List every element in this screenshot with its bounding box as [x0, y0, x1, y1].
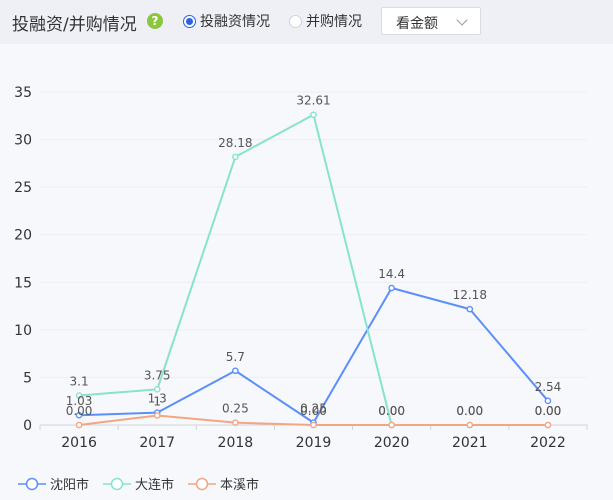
data-label: 0.00	[378, 404, 405, 418]
data-point	[310, 421, 317, 429]
data-point	[75, 421, 83, 429]
data-point	[310, 111, 317, 119]
line-chart: 0 5 10 15 20 25 30 35 2016 2017 2018 2019 2020 2021 20…	[14, 85, 588, 451]
data-label: 1.3	[148, 392, 167, 406]
data-point	[466, 421, 474, 429]
x-tick-label: 2020	[374, 435, 410, 451]
radio-checked-icon[interactable]	[183, 14, 196, 28]
data-label: 2.54	[535, 380, 562, 394]
data-point	[232, 419, 239, 426]
radio-unchecked-icon[interactable]	[289, 14, 302, 28]
y-tick-label: 25	[14, 180, 32, 196]
data-point	[232, 153, 239, 161]
toolbar: 投融资/并购情况 ? 投融资情况 并购情况 看金额	[0, 0, 613, 44]
radio-merger[interactable]: 并购情况	[289, 12, 362, 30]
y-tick-label: 15	[14, 275, 32, 291]
y-tick-label: 30	[14, 133, 32, 149]
legend-item[interactable]: 本溪市	[188, 474, 259, 493]
y-tick-label: 5	[23, 370, 32, 386]
data-label: 5.7	[226, 350, 245, 364]
radio-merger-label: 并购情况	[306, 14, 362, 30]
legend-label: 大连市	[135, 478, 175, 493]
data-label: 0.00	[378, 404, 405, 418]
data-point	[544, 421, 552, 429]
data-point	[388, 284, 395, 292]
page-title: 投融资/并购情况	[12, 15, 137, 35]
radio-investment-label: 投融资情况	[200, 14, 270, 30]
x-tick-label: 2022	[530, 435, 566, 451]
data-label: 0.00	[300, 404, 327, 418]
data-point	[75, 411, 83, 419]
metric-select[interactable]: 看金额	[381, 7, 481, 35]
question-icon[interactable]: ?	[147, 13, 163, 29]
data-label: 0.00	[456, 404, 483, 418]
chevron-down-icon	[456, 14, 468, 26]
data-point	[153, 386, 161, 393]
data-label: 1	[153, 394, 161, 408]
data-label: 3.1	[70, 375, 89, 389]
data-point	[544, 397, 552, 405]
metric-select-value: 看金额	[396, 16, 438, 32]
legend-marker-icon	[188, 477, 217, 490]
data-label: 0.00	[456, 404, 483, 418]
data-point	[388, 421, 395, 429]
data-label: 28.18	[218, 136, 252, 150]
data-point	[232, 367, 239, 375]
x-tick-label: 2017	[139, 435, 175, 451]
chart-legend: 沈阳市 大连市 本溪市	[18, 474, 273, 493]
data-label: 0.00	[535, 404, 562, 418]
x-tick-label: 2019	[296, 435, 332, 451]
legend-marker-icon	[103, 477, 132, 490]
data-label: 32.61	[296, 94, 330, 108]
data-label: 0.25	[222, 402, 249, 416]
data-point	[153, 412, 161, 419]
data-label: 0.00	[66, 404, 93, 418]
x-tick-label: 2016	[61, 435, 97, 451]
x-tick-label: 2021	[452, 435, 488, 451]
legend-label: 沈阳市	[50, 478, 90, 493]
legend-label: 本溪市	[220, 478, 260, 493]
data-label: 3.75	[144, 368, 171, 382]
y-tick-label: 35	[14, 85, 32, 101]
legend-item[interactable]: 沈阳市	[18, 474, 89, 493]
data-label: 1.03	[66, 394, 93, 408]
y-tick-label: 0	[23, 418, 32, 434]
data-point	[75, 392, 83, 399]
data-label: 14.4	[378, 267, 405, 281]
data-label: 0.25	[300, 402, 327, 416]
legend-marker-icon	[18, 477, 46, 490]
x-tick-label: 2018	[218, 435, 254, 451]
y-tick-label: 10	[14, 323, 32, 339]
data-label: 12.18	[453, 288, 487, 302]
legend-item[interactable]: 大连市	[103, 474, 174, 493]
y-tick-label: 20	[14, 228, 32, 244]
data-label: 0.00	[535, 404, 562, 418]
radio-investment[interactable]: 投融资情况	[183, 12, 270, 30]
data-point	[466, 305, 474, 313]
